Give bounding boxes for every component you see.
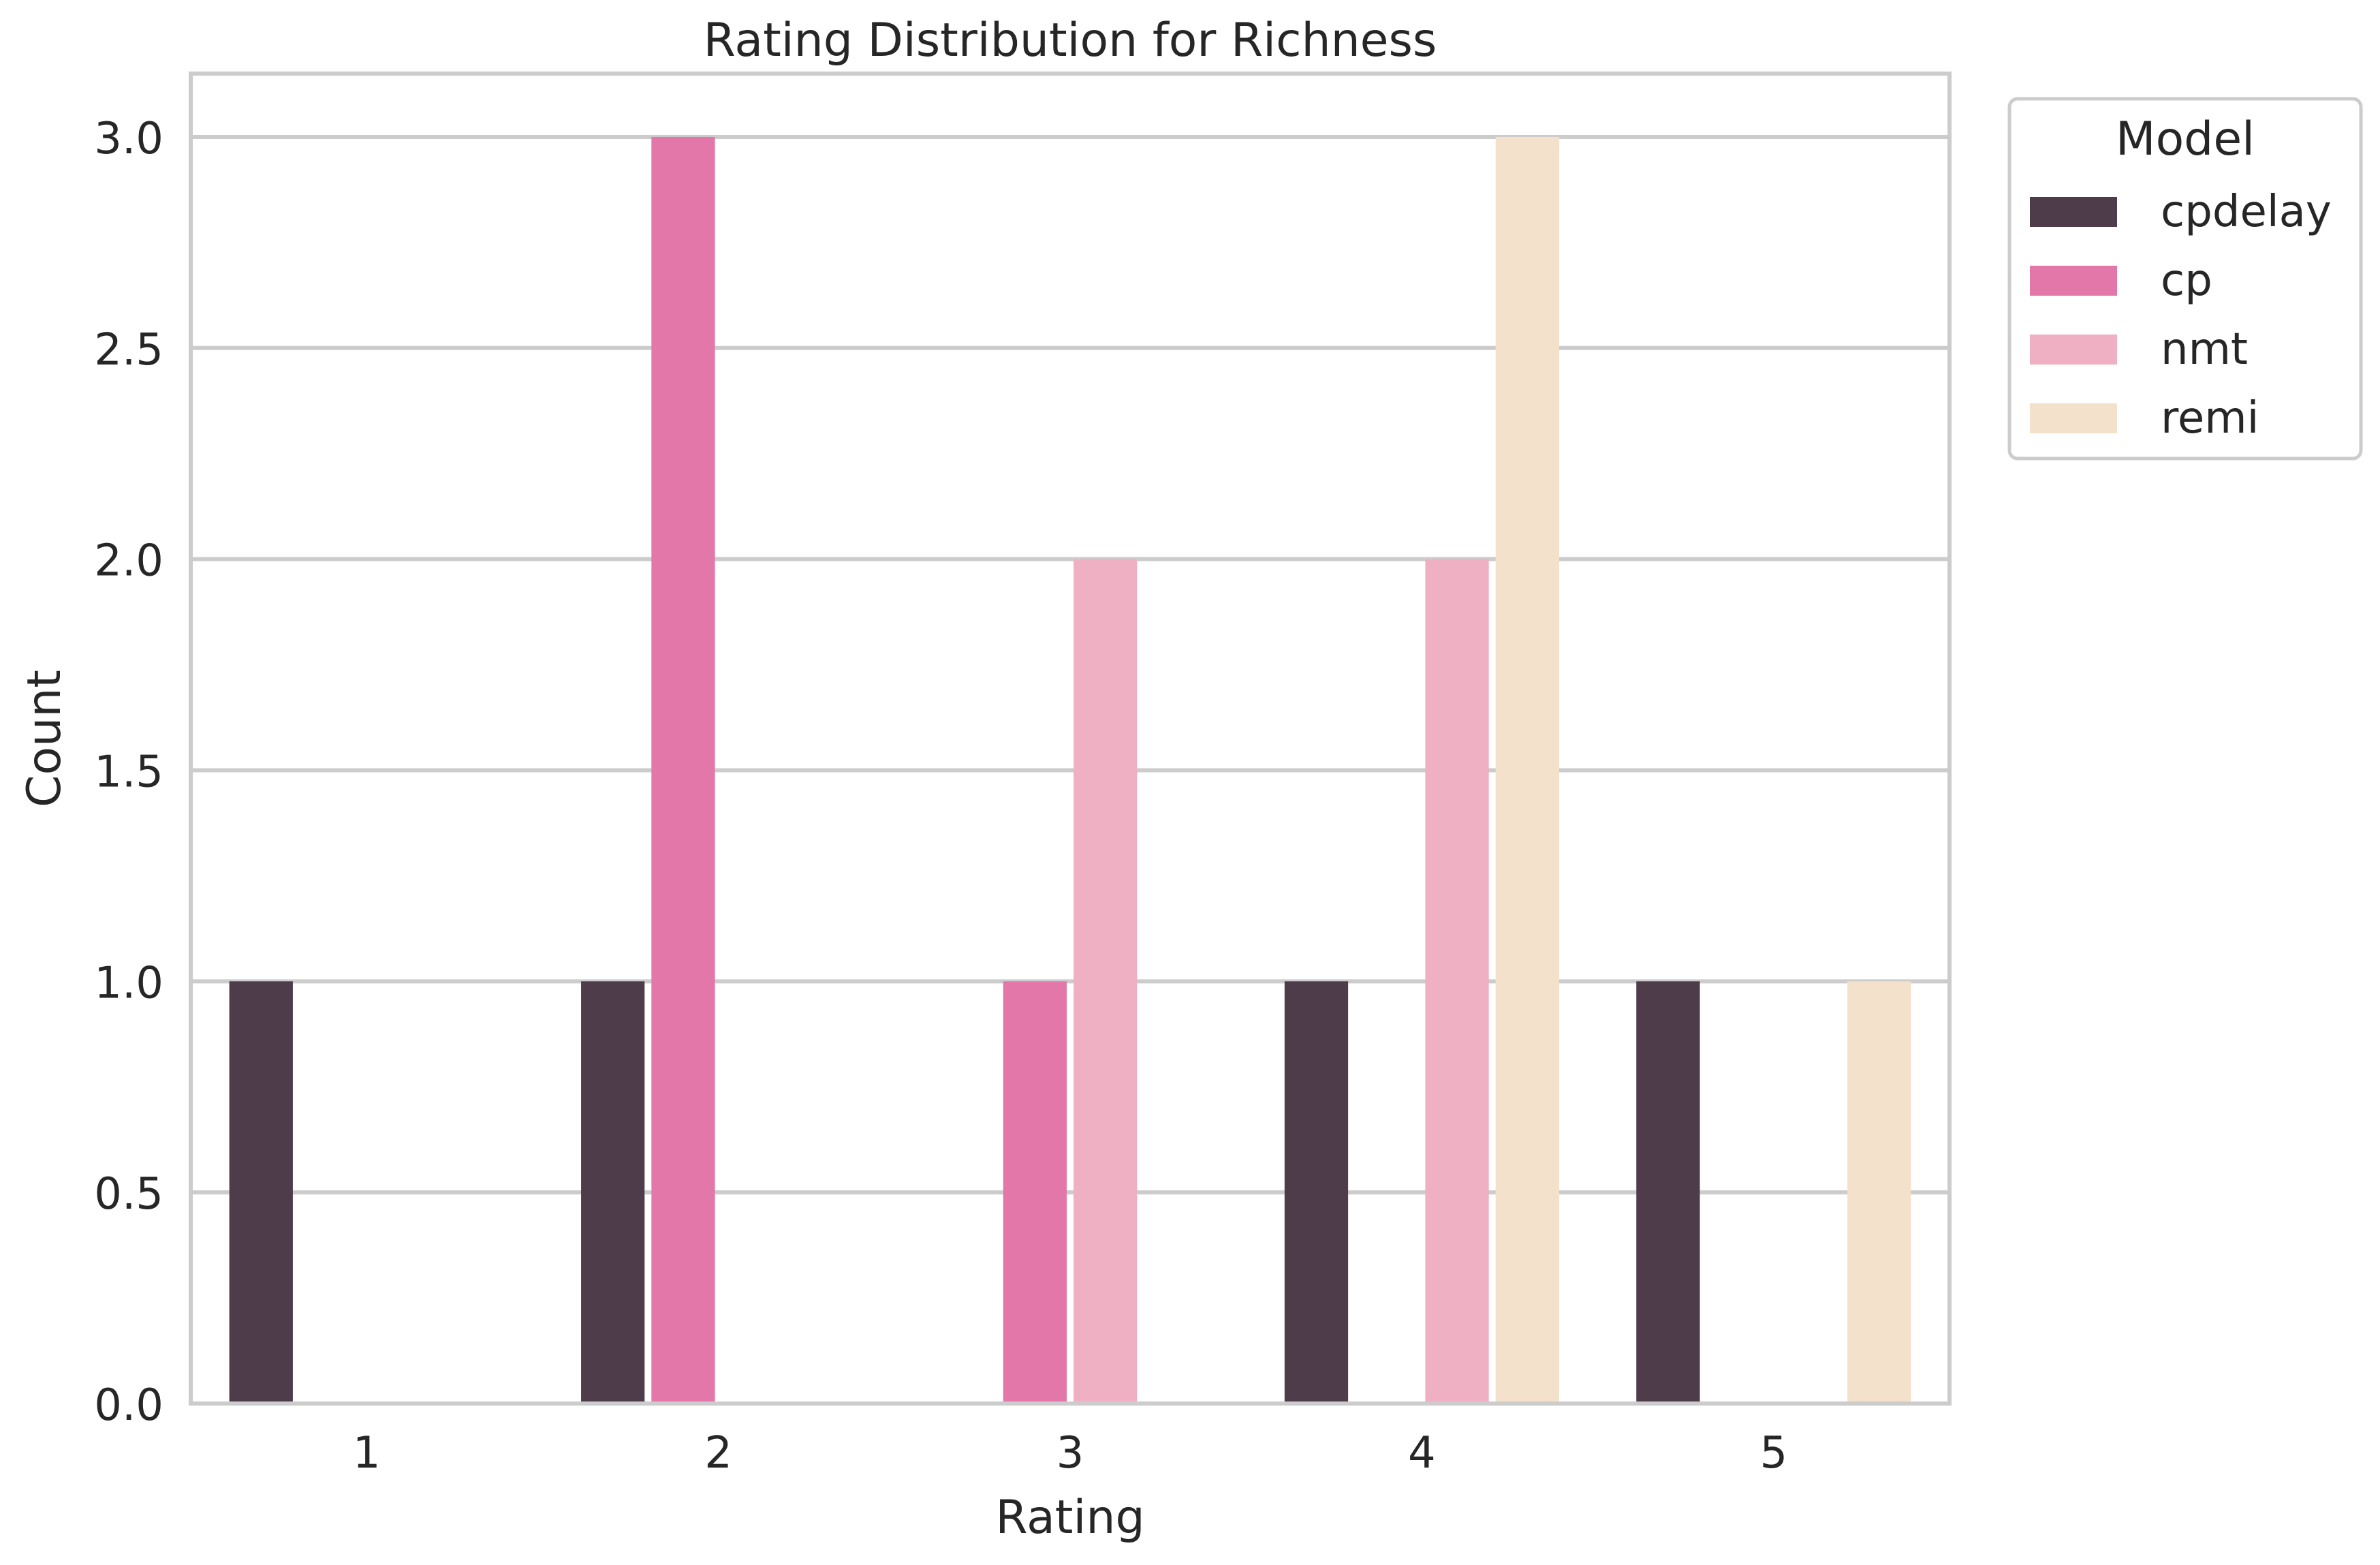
legend-label-nmt: nmt	[2161, 324, 2248, 375]
x-tick-label: 4	[1408, 1428, 1436, 1478]
bar-cpdelay-rating-2	[581, 981, 645, 1404]
bar-nmt-rating-3	[1074, 559, 1138, 1404]
bar-remi-rating-5	[1847, 981, 1911, 1404]
x-tick-label: 3	[1056, 1428, 1084, 1478]
y-tick-label: 0.0	[94, 1380, 163, 1431]
bar-cp-rating-3	[1003, 981, 1067, 1404]
bar-cpdelay-rating-1	[229, 981, 293, 1404]
y-tick-label: 1.5	[94, 747, 163, 797]
bar-remi-rating-4	[1495, 136, 1559, 1404]
bar-cpdelay-rating-4	[1284, 981, 1349, 1404]
y-tick-label: 1.0	[94, 958, 163, 1008]
legend-label-cpdelay: cpdelay	[2161, 187, 2332, 237]
y-tick-label: 0.5	[94, 1169, 163, 1220]
x-axis-label: Rating	[995, 1491, 1144, 1545]
y-tick-labels: 0.0 0.5 1.0 1.5 2.0 2.5 3.0	[94, 114, 163, 1431]
legend-items: cpdelay cp nmt remi	[2030, 187, 2332, 444]
x-tick-labels: 1 2 3 4 5	[353, 1428, 1787, 1478]
legend-label-cp: cp	[2161, 255, 2212, 306]
y-tick-label: 2.0	[94, 536, 163, 587]
y-tick-label: 3.0	[94, 114, 163, 164]
x-tick-label: 1	[353, 1428, 381, 1478]
legend-swatch-nmt	[2030, 335, 2117, 365]
x-tick-label: 5	[1759, 1428, 1787, 1478]
bar-cpdelay-rating-5	[1636, 981, 1700, 1404]
bar-nmt-rating-4	[1425, 559, 1489, 1404]
legend-box	[2007, 97, 2363, 461]
legend-swatch-remi	[2030, 403, 2117, 433]
legend-swatch-cpdelay	[2030, 197, 2117, 227]
grid-lines	[191, 134, 1950, 1406]
y-tick-label: 2.5	[94, 325, 163, 375]
x-tick-label: 2	[704, 1428, 732, 1478]
y-axis-label: Count	[18, 670, 72, 807]
legend-label-remi: remi	[2161, 393, 2259, 444]
plot-frame	[189, 72, 1952, 1406]
bar-cp-rating-2	[651, 136, 715, 1404]
legend-swatch-cp	[2030, 266, 2117, 296]
bars	[229, 136, 1911, 1404]
legend-title: Model	[2116, 112, 2255, 166]
chart-title: Rating Distribution for Richness	[704, 14, 1437, 67]
legend: Model cpdelay cp nmt remi	[2007, 97, 2363, 461]
